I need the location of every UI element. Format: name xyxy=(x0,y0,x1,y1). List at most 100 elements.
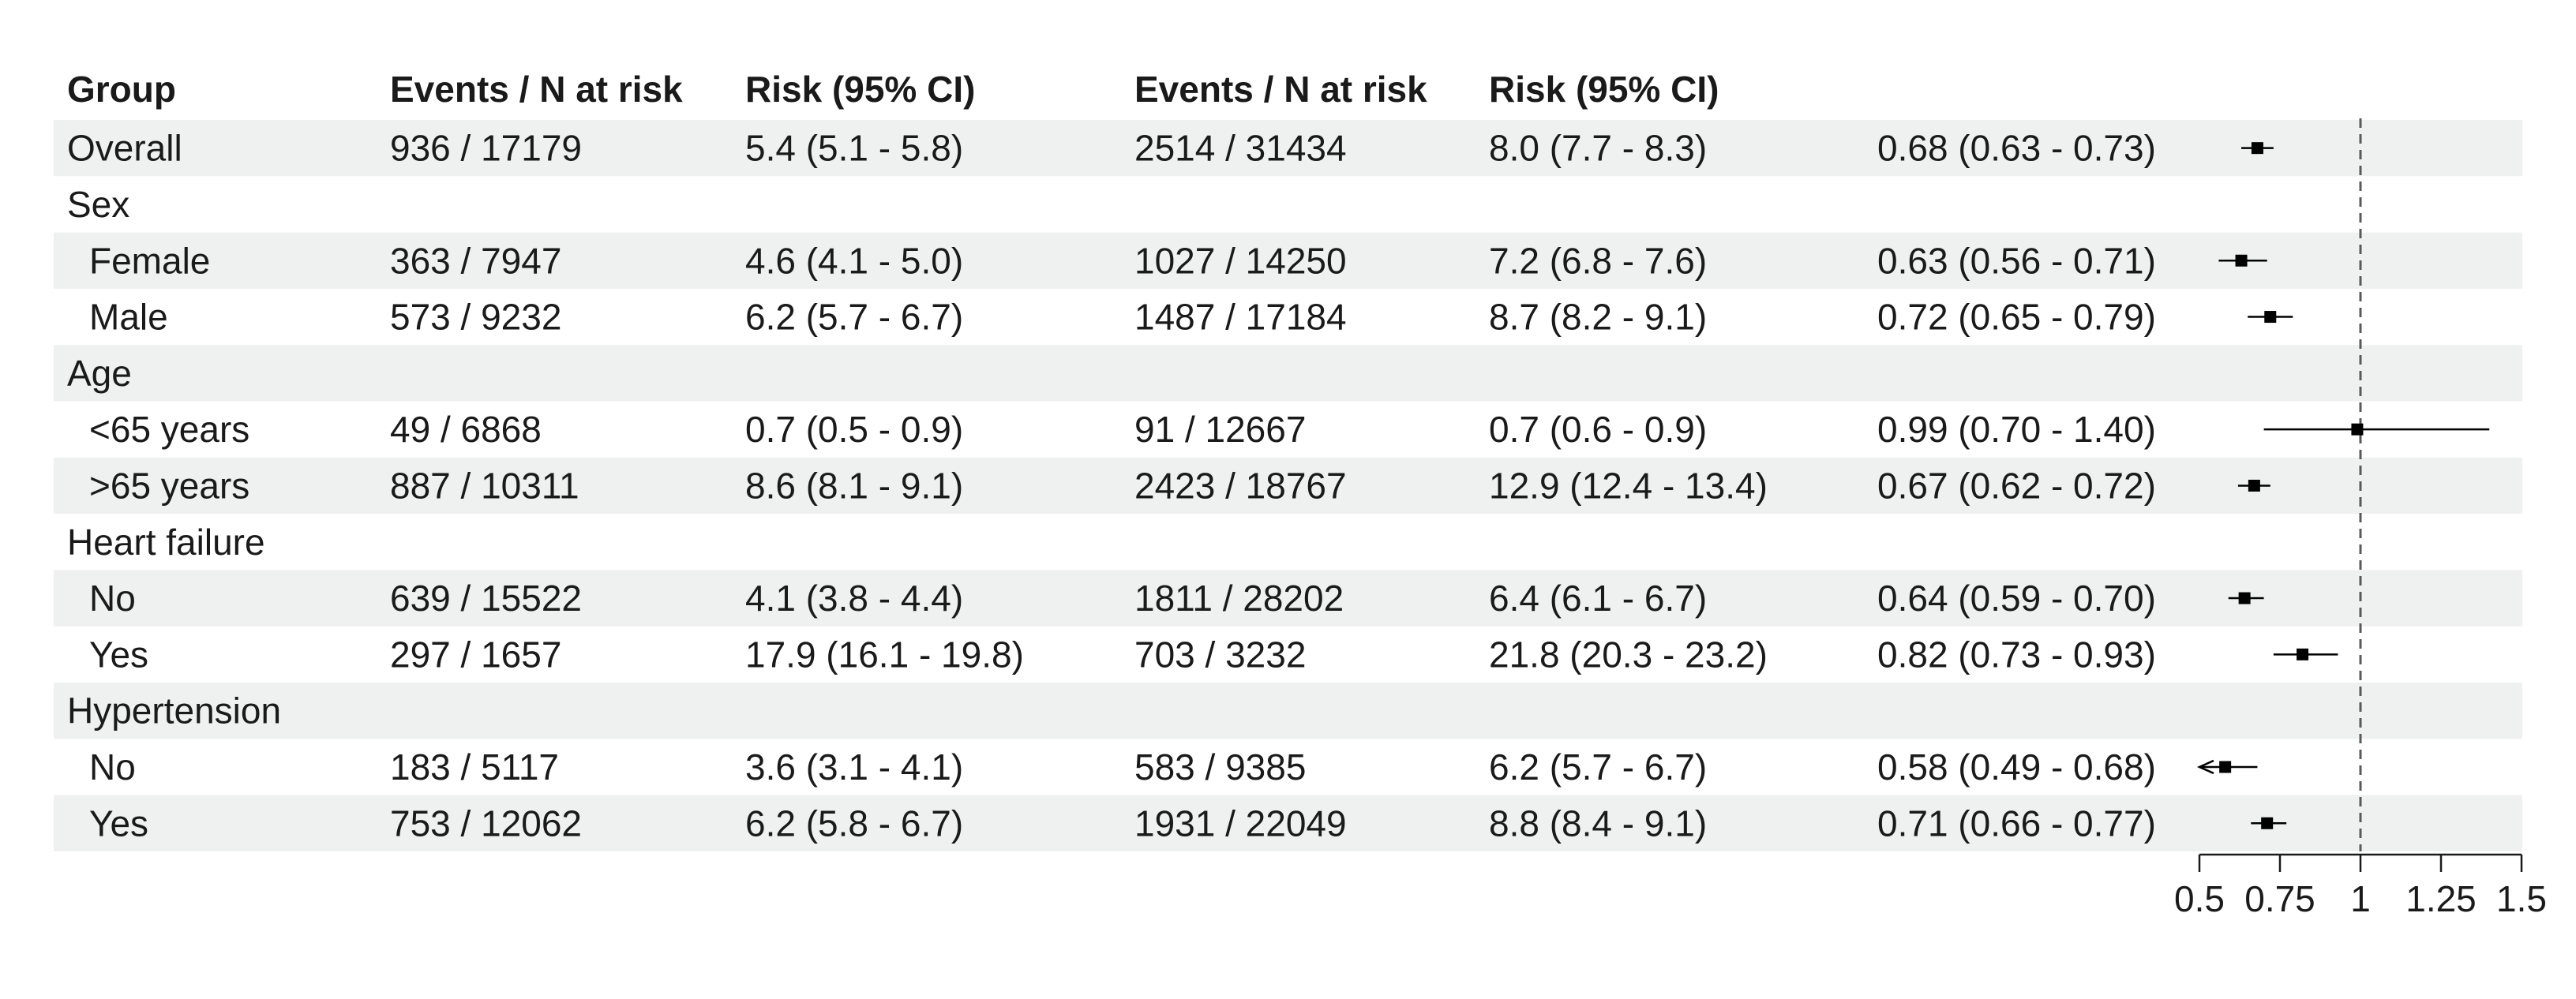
x-tick-label: 1.25 xyxy=(2405,878,2477,919)
point-estimate xyxy=(2238,592,2251,604)
table-row: No 639 / 15522 4.1 (3.8 - 4.4) 1811 / 28202… xyxy=(89,578,2156,619)
table-row: Overall 936 / 17179 5.4 (5.1 - 5.8) 2514 / … xyxy=(67,128,2156,169)
row-group-label: Female xyxy=(89,240,210,281)
row-group-label: Male xyxy=(89,297,168,338)
row-stripe xyxy=(54,570,2522,627)
table-row: Yes 297 / 1657 17.9 (16.1 - 19.8) 703 / 323… xyxy=(89,634,2156,675)
row-stripe xyxy=(54,683,2522,739)
header-events-1: Events / N at risk xyxy=(390,69,683,110)
row-events-2: 1027 / 14250 xyxy=(1134,240,1347,281)
table-rows: Overall 936 / 17179 5.4 (5.1 - 5.8) 2514 / … xyxy=(67,128,2156,844)
row-estimate-text: 0.82 (0.73 - 0.93) xyxy=(1877,634,2156,675)
row-events-2: 1487 / 17184 xyxy=(1134,297,1347,338)
header-row: Group Events / N at risk Risk (95% CI) E… xyxy=(67,69,1719,110)
row-risk-1: 3.6 (3.1 - 4.1) xyxy=(745,746,963,788)
point-estimate xyxy=(2351,423,2364,436)
point-estimate xyxy=(2251,142,2263,155)
row-risk-1: 0.7 (0.5 - 0.9) xyxy=(745,409,963,450)
table-row: Female 363 / 7947 4.6 (4.1 - 5.0) 1027 / 14… xyxy=(89,240,2156,281)
row-group-label: Overall xyxy=(67,128,182,169)
row-estimate-text: 0.58 (0.49 - 0.68) xyxy=(1877,746,2156,788)
row-group-label: Yes xyxy=(89,634,148,675)
row-events-1: 363 / 7947 xyxy=(390,240,561,281)
table-row: Yes 753 / 12062 6.2 (5.8 - 6.7) 1931 / 2204… xyxy=(89,803,2156,844)
row-group-label: Age xyxy=(67,353,132,394)
row-group-label: No xyxy=(89,746,136,788)
row-estimate-text: 0.72 (0.65 - 0.79) xyxy=(1877,297,2156,338)
row-estimate-text: 0.63 (0.56 - 0.71) xyxy=(1877,240,2156,281)
row-stripe xyxy=(54,795,2522,851)
row-events-1: 183 / 5117 xyxy=(390,746,559,788)
point-estimate xyxy=(2264,311,2277,324)
row-events-2: 1811 / 28202 xyxy=(1134,578,1344,619)
row-events-2: 2423 / 18767 xyxy=(1134,465,1347,506)
point-estimate xyxy=(2297,648,2309,660)
header-events-2: Events / N at risk xyxy=(1134,69,1427,110)
row-events-2: 583 / 9385 xyxy=(1134,746,1306,788)
row-estimate-text: 0.99 (0.70 - 1.40) xyxy=(1877,409,2156,450)
row-risk-2: 12.9 (12.4 - 13.4) xyxy=(1489,465,1768,506)
row-risk-1: 8.6 (8.1 - 9.1) xyxy=(745,465,963,506)
header-group: Group xyxy=(67,69,176,110)
row-stripe xyxy=(54,345,2522,402)
row-estimate-text: 0.71 (0.66 - 0.77) xyxy=(1877,803,2156,844)
point-estimate xyxy=(2219,761,2232,773)
row-events-2: 1931 / 22049 xyxy=(1134,803,1347,844)
header-risk-2: Risk (95% CI) xyxy=(1489,69,1719,110)
x-axis: 0.5 0.75 1 1.25 1.5 xyxy=(2174,853,2547,919)
table-row: Male 573 / 9232 6.2 (5.7 - 6.7) 1487 / 1718… xyxy=(89,297,2156,338)
ci-clip-arrow xyxy=(2196,759,2214,775)
group-heading-row: Heart failure xyxy=(67,522,265,563)
row-group-label: Sex xyxy=(67,184,129,225)
row-stripe xyxy=(54,457,2522,514)
x-tick-label: 1 xyxy=(2350,878,2371,919)
row-risk-2: 8.8 (8.4 - 9.1) xyxy=(1489,803,1707,844)
row-group-label: No xyxy=(89,578,136,619)
row-risk-2: 0.7 (0.6 - 0.9) xyxy=(1489,409,1707,450)
row-events-1: 753 / 12062 xyxy=(390,803,582,844)
row-group-label: Yes xyxy=(89,803,148,844)
row-risk-2: 8.0 (7.7 - 8.3) xyxy=(1489,128,1707,169)
row-stripe xyxy=(54,232,2522,289)
group-heading-row: Sex xyxy=(67,184,129,225)
table-row: No 183 / 5117 3.6 (3.1 - 4.1) 583 / 9385 6.2… xyxy=(89,746,2156,788)
header-risk-1: Risk (95% CI) xyxy=(745,69,975,110)
row-events-1: 49 / 6868 xyxy=(390,409,542,450)
group-heading-row: Hypertension xyxy=(67,690,281,731)
row-events-1: 887 / 10311 xyxy=(390,465,579,506)
row-risk-2: 8.7 (8.2 - 9.1) xyxy=(1489,297,1707,338)
row-events-2: 2514 / 31434 xyxy=(1134,128,1347,169)
row-risk-1: 6.2 (5.7 - 6.7) xyxy=(745,297,963,338)
row-risk-2: 7.2 (6.8 - 7.6) xyxy=(1489,240,1707,281)
row-group-label: Heart failure xyxy=(67,522,265,563)
row-risk-1: 4.1 (3.8 - 4.4) xyxy=(745,578,963,619)
point-estimate xyxy=(2261,817,2274,829)
x-tick-label: 0.5 xyxy=(2174,878,2225,919)
row-events-1: 936 / 17179 xyxy=(390,128,582,169)
group-heading-row: Age xyxy=(67,353,132,394)
x-tick-label: 1.5 xyxy=(2496,878,2547,919)
row-stripe xyxy=(54,120,2522,177)
point-estimate xyxy=(2235,254,2248,267)
row-group-label: <65 years xyxy=(89,409,249,450)
row-events-1: 297 / 1657 xyxy=(390,634,561,675)
row-estimate-text: 0.64 (0.59 - 0.70) xyxy=(1877,578,2156,619)
row-events-1: 639 / 15522 xyxy=(390,578,582,619)
row-risk-2: 21.8 (20.3 - 23.2) xyxy=(1489,634,1768,675)
row-risk-1: 4.6 (4.1 - 5.0) xyxy=(745,240,963,281)
row-group-label: >65 years xyxy=(89,465,249,506)
row-estimate-text: 0.67 (0.62 - 0.72) xyxy=(1877,465,2156,506)
row-events-2: 703 / 3232 xyxy=(1134,634,1306,675)
row-risk-2: 6.4 (6.1 - 6.7) xyxy=(1489,578,1707,619)
row-stripes xyxy=(54,120,2522,851)
row-events-1: 573 / 9232 xyxy=(390,297,561,338)
row-risk-1: 6.2 (5.8 - 6.7) xyxy=(745,803,963,844)
table-row: <65 years 49 / 6868 0.7 (0.5 - 0.9) 91 / 12… xyxy=(89,409,2156,450)
row-risk-1: 5.4 (5.1 - 5.8) xyxy=(745,128,963,169)
row-estimate-text: 0.68 (0.63 - 0.73) xyxy=(1877,128,2156,169)
row-group-label: Hypertension xyxy=(67,690,281,731)
row-events-2: 91 / 12667 xyxy=(1134,409,1306,450)
row-risk-2: 6.2 (5.7 - 6.7) xyxy=(1489,746,1707,788)
row-risk-1: 17.9 (16.1 - 19.8) xyxy=(745,634,1024,675)
